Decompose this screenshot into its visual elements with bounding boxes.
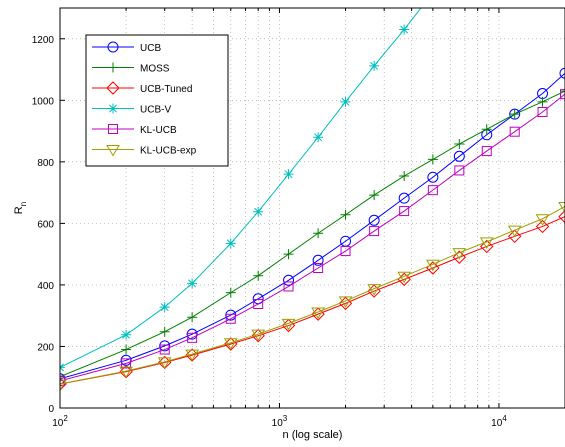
legend-label: KL-UCB-exp [140,146,197,157]
data-point [341,97,351,107]
legend-label: MOSS [140,64,170,75]
data-point [313,132,323,142]
data-point [108,104,118,114]
data-point [399,25,409,35]
y-tick-label: 0 [48,404,54,415]
legend-label: UCB-Tuned [140,84,192,95]
data-point [253,207,263,217]
y-tick-label: 1200 [32,35,55,46]
y-tick-label: 1000 [32,96,55,107]
data-point [369,61,379,71]
data-point [226,238,236,248]
legend-label: UCB-V [140,105,171,116]
data-point [187,278,197,288]
legend: UCB MOSS UCB-Tuned UCB-V KL-UCB KL-UCB-exp [86,35,228,166]
y-tick-label: 800 [37,158,54,169]
data-point [160,302,170,312]
x-axis-label: n (log scale) [283,429,343,441]
y-tick-label: 200 [37,342,54,353]
data-point [284,169,294,179]
y-tick-label: 600 [37,219,54,230]
legend-label: UCB [140,43,161,54]
legend-label: KL-UCB [140,125,177,136]
y-tick-label: 400 [37,281,54,292]
data-point [121,330,131,340]
